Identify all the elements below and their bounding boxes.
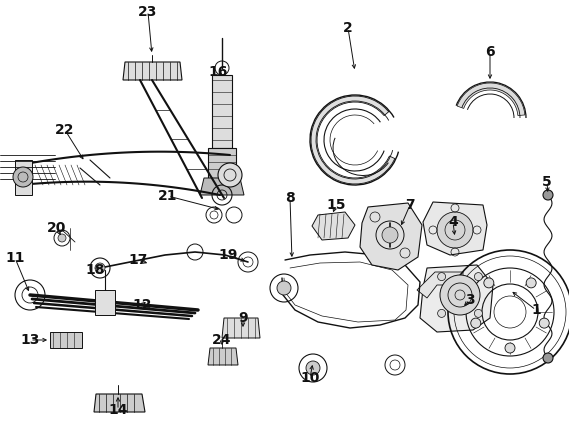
Circle shape [475, 273, 483, 281]
Text: 21: 21 [158, 189, 178, 203]
Circle shape [543, 190, 553, 200]
Text: 5: 5 [542, 175, 552, 189]
Polygon shape [50, 332, 82, 348]
Polygon shape [15, 160, 32, 195]
Polygon shape [222, 318, 260, 338]
Polygon shape [208, 348, 238, 365]
Polygon shape [420, 265, 493, 332]
Circle shape [543, 353, 553, 363]
Polygon shape [360, 203, 422, 270]
Polygon shape [123, 62, 182, 80]
Text: 19: 19 [218, 248, 238, 262]
Polygon shape [312, 212, 355, 240]
Text: 14: 14 [108, 403, 128, 417]
Circle shape [95, 263, 105, 273]
Text: 17: 17 [129, 253, 148, 267]
Text: 18: 18 [85, 263, 105, 277]
Circle shape [306, 361, 320, 375]
Polygon shape [417, 272, 463, 298]
Text: 9: 9 [238, 311, 248, 325]
Text: 2: 2 [343, 21, 353, 35]
Text: 11: 11 [5, 251, 24, 265]
Text: 10: 10 [300, 371, 320, 385]
Circle shape [440, 275, 480, 315]
Text: 16: 16 [208, 65, 228, 79]
Polygon shape [200, 178, 244, 195]
Polygon shape [423, 202, 487, 255]
Text: 12: 12 [132, 298, 152, 312]
Circle shape [438, 309, 446, 317]
Text: 4: 4 [448, 215, 458, 229]
Polygon shape [208, 148, 236, 178]
Polygon shape [457, 83, 525, 115]
Polygon shape [94, 394, 145, 412]
Circle shape [437, 212, 473, 248]
Circle shape [277, 281, 291, 295]
Text: 6: 6 [485, 45, 495, 59]
Text: 24: 24 [212, 333, 232, 347]
Polygon shape [212, 75, 232, 148]
Circle shape [13, 167, 33, 187]
Circle shape [505, 343, 515, 353]
Circle shape [438, 273, 446, 281]
Circle shape [475, 309, 483, 317]
Text: 15: 15 [326, 198, 346, 212]
Text: 8: 8 [285, 191, 295, 205]
Text: 3: 3 [465, 293, 475, 307]
Polygon shape [95, 290, 115, 315]
Circle shape [382, 227, 398, 243]
Polygon shape [311, 96, 395, 184]
Circle shape [484, 278, 494, 288]
Text: 7: 7 [405, 198, 415, 212]
Circle shape [526, 278, 536, 288]
Text: 20: 20 [47, 221, 67, 235]
Circle shape [58, 234, 66, 242]
Circle shape [471, 318, 481, 328]
Text: 1: 1 [531, 303, 541, 317]
Text: 13: 13 [20, 333, 40, 347]
Text: 22: 22 [55, 123, 75, 137]
Circle shape [218, 163, 242, 187]
Text: 23: 23 [138, 5, 158, 19]
Circle shape [539, 318, 549, 328]
